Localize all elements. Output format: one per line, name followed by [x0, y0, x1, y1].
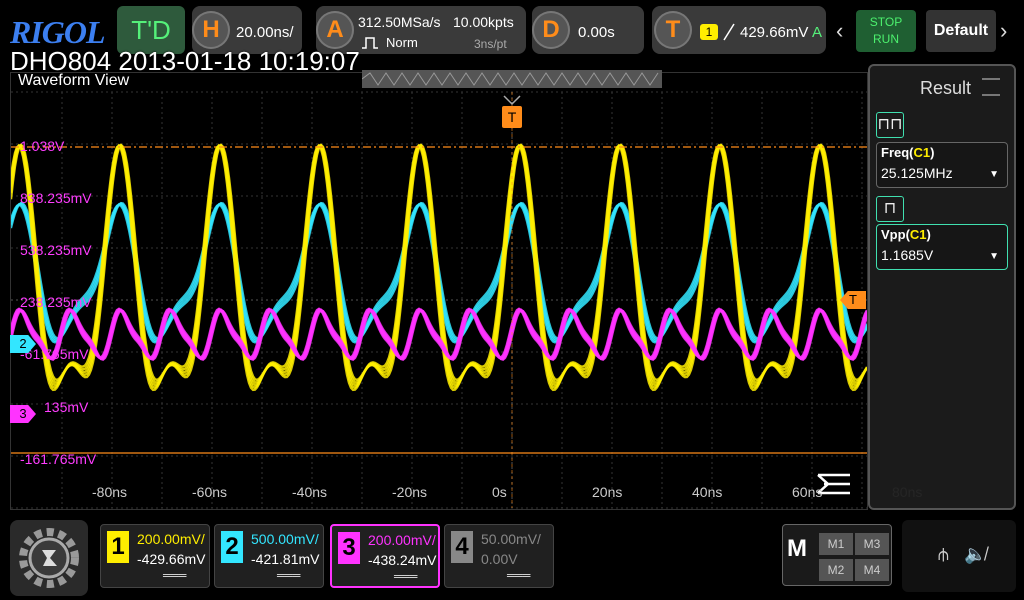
level-label: 538.235mV	[20, 242, 92, 258]
channel-scale: 200.00mV/	[137, 531, 205, 547]
td-mode-button[interactable]: T'D	[117, 6, 185, 54]
trigger-t-icon[interactable]: T	[654, 11, 692, 49]
result-title: Result	[920, 78, 972, 98]
channel-number: 2	[221, 531, 243, 563]
channel-4-box[interactable]: 4 50.00mV/0.00V ═══	[444, 524, 554, 588]
result-panel[interactable]: Result ⊓⊓ Freq(C1) 25.125MHz ▼ ⊓ Vpp(C1)…	[868, 64, 1016, 510]
channel-scale: 500.00mV/	[251, 531, 319, 547]
acquire-a-icon[interactable]: A	[316, 11, 354, 49]
channel-3-box[interactable]: 3 200.00mV/ -438.24mV ═══	[330, 524, 440, 588]
ch1-trace	[11, 143, 867, 392]
trigger-chevron-icon	[503, 95, 521, 106]
level-label: -61.765mV	[20, 346, 89, 362]
channel-2-box[interactable]: 2 500.00mV/ -421.81mV ═══	[214, 524, 324, 588]
math-m2-button[interactable]: M2	[819, 559, 853, 581]
top-bar: RIGOL T'D H 20.00ns/ A 312.50MSa/s 10.00…	[0, 0, 1024, 62]
usb-icon[interactable]: ⫛	[938, 544, 949, 564]
level-label: 1.038V	[20, 138, 65, 154]
trigger-position-marker[interactable]: T	[502, 106, 522, 128]
memory-depth: 10.00kpts	[453, 14, 514, 30]
device-timestamp-title: DHO804 2013-01-18 10:19:07	[10, 46, 360, 76]
waveform-grid	[11, 91, 867, 509]
meas-freq-name: Freq	[881, 145, 910, 160]
dropdown-arrow-icon[interactable]: ▼	[989, 251, 999, 262]
memory-overview-bar[interactable]	[362, 70, 662, 88]
math-panel[interactable]: M M1 M3 M2 M4	[782, 524, 892, 586]
gear-icon[interactable]	[10, 520, 88, 596]
time-label: 0s	[492, 484, 507, 500]
meas-vpp-channel: C1	[909, 227, 927, 242]
dropdown-arrow-icon[interactable]: ▼	[989, 169, 999, 180]
level-label: 238.235mV	[20, 294, 92, 310]
dc-coupling-icon: ═══	[163, 570, 187, 582]
horizontal-h-icon[interactable]: H	[192, 11, 230, 49]
dc-coupling-icon: ═══	[394, 571, 418, 583]
trigger-coupling: A	[812, 24, 823, 41]
trigger-level-marker[interactable]: T	[840, 291, 866, 309]
time-label: -20ns	[392, 484, 428, 500]
math-m4-button[interactable]: M4	[855, 559, 889, 581]
run-label: RUN	[873, 32, 899, 46]
vpp-icon: ⊓	[876, 196, 904, 222]
dc-coupling-icon: ═══	[277, 570, 301, 582]
channel-scale: 50.00mV/	[481, 531, 541, 547]
level-label: 838.235mV	[20, 190, 92, 206]
timebase-value: 20.00ns/	[236, 24, 294, 41]
channel-scale: 200.00mV/	[368, 532, 436, 548]
time-label: -80ns	[92, 484, 128, 500]
meas-freq-channel: C1	[913, 145, 931, 160]
chevron-left-icon[interactable]: ‹	[836, 18, 844, 43]
time-label: -60ns	[192, 484, 228, 500]
frequency-icon: ⊓⊓	[876, 112, 904, 138]
meas-vpp-name: Vpp	[881, 227, 906, 242]
default-button[interactable]: Default	[926, 10, 996, 52]
ch2-offset-marker[interactable]: 2	[10, 335, 36, 353]
delay-value: 0.00s	[578, 24, 615, 41]
trigger-source-badge: 1	[700, 24, 718, 40]
ch3-marker-text: 135mV	[44, 399, 89, 415]
channel-number: 1	[107, 531, 129, 563]
acquire-mode: Norm	[386, 35, 418, 50]
channel-offset: -421.81mV	[251, 551, 320, 567]
time-per-point: 3ns/pt	[474, 37, 507, 51]
waveform-canvas	[11, 72, 867, 509]
stop-run-button[interactable]: STOP RUN	[856, 10, 916, 52]
math-m3-button[interactable]: M3	[855, 533, 889, 555]
level-label: -161.765mV	[20, 451, 97, 467]
channel-number: 3	[338, 532, 360, 564]
math-m-label: M	[787, 535, 807, 562]
status-panel: ⫛ 🔈̸	[902, 520, 1016, 592]
channel-offset: -438.24mV	[368, 552, 437, 568]
channel-number: 4	[451, 531, 473, 563]
delay-d-icon[interactable]: D	[532, 11, 570, 49]
speaker-mute-icon[interactable]: 🔈̸	[964, 544, 987, 564]
time-label: 40ns	[692, 484, 723, 500]
channel-offset: -429.66mV	[137, 551, 206, 567]
channel-1-box[interactable]: 1 200.00mV/ -429.66mV ═══	[100, 524, 210, 588]
hamburger-icon[interactable]	[982, 78, 1000, 96]
dc-coupling-icon: ═══	[507, 570, 531, 582]
overview-wave	[362, 72, 659, 86]
ch3-trace	[11, 307, 867, 359]
measurement-freq[interactable]: Freq(C1) 25.125MHz ▼	[876, 142, 1008, 188]
measurement-vpp[interactable]: Vpp(C1) 1.1685V ▼	[876, 224, 1008, 270]
sample-rate: 312.50MSa/s	[358, 14, 441, 30]
waveform-view-title: Waveform View	[18, 72, 130, 89]
meas-vpp-value: 1.1685V	[881, 247, 934, 263]
time-label: 20ns	[592, 484, 623, 500]
time-label: 60ns	[792, 484, 823, 500]
time-label: -40ns	[292, 484, 328, 500]
chevron-right-icon[interactable]: ›	[1000, 18, 1008, 43]
channel-offset: 0.00V	[481, 551, 518, 567]
trigger-level: 429.66mV	[740, 24, 809, 41]
meas-freq-value: 25.125MHz	[881, 165, 953, 181]
ch3-offset-marker[interactable]: 3	[10, 405, 36, 423]
math-m1-button[interactable]: M1	[819, 533, 853, 555]
rigol-logo: RIGOL	[10, 14, 106, 50]
menu-lines-icon	[817, 473, 850, 495]
stop-label: STOP	[869, 15, 903, 29]
